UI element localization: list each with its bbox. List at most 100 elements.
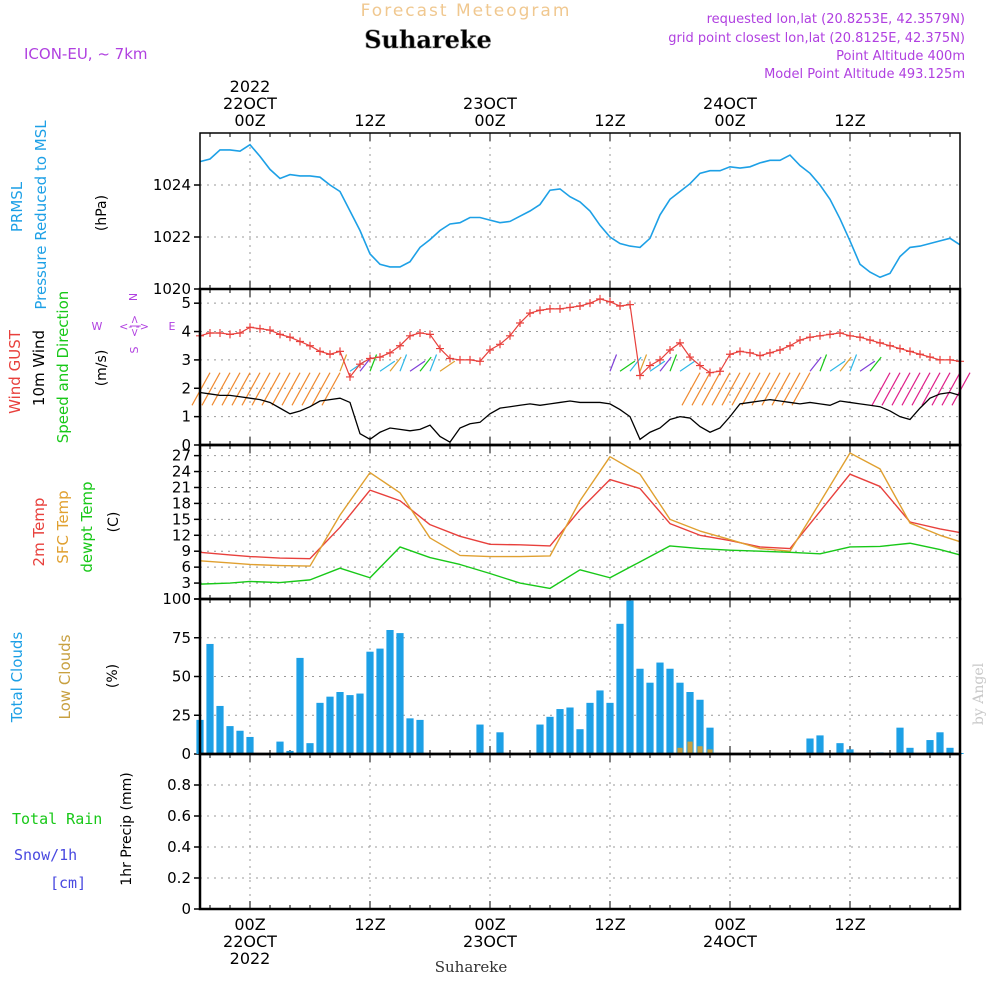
bottom-time-label: 12Z — [834, 915, 865, 934]
total-cloud-bar — [366, 651, 374, 754]
gust-marker — [746, 348, 754, 357]
top-time-label: 00Z — [714, 111, 745, 130]
y-tick-label: 75 — [172, 629, 191, 647]
gust-marker — [666, 345, 674, 354]
wind-direction-arrow — [751, 372, 771, 406]
gust-marker — [236, 328, 244, 337]
gust-marker — [946, 355, 954, 364]
gust-marker — [616, 302, 624, 311]
bottom-time-label: 12Z — [594, 915, 625, 934]
wind-direction-arrow — [869, 356, 882, 372]
temp-2m-line — [199, 473, 961, 560]
gust-marker — [826, 330, 834, 339]
y-tick-label: 0.8 — [167, 776, 191, 794]
wind-direction-arrow — [241, 372, 261, 406]
snow-label: Snow/1h — [14, 846, 77, 864]
y-tick-label: 18 — [172, 494, 191, 512]
gust-marker — [346, 372, 354, 381]
panels: 1020102210240123450369121518212427025507… — [153, 132, 971, 918]
gust-marker — [226, 330, 234, 339]
gust-marker — [316, 347, 324, 356]
total-cloud-bar — [306, 743, 314, 754]
total-cloud-bar — [606, 702, 614, 754]
gust-marker — [406, 331, 414, 340]
wind-direction-arrow — [849, 354, 858, 372]
speed-direction-label: Speed and Direction — [54, 291, 72, 444]
gust-marker — [396, 341, 404, 350]
wind-direction-arrow — [281, 372, 301, 406]
wind-direction-arrow — [619, 360, 636, 372]
total-cloud-bar — [616, 623, 624, 754]
gust-marker — [856, 333, 864, 342]
gust-marker — [246, 323, 254, 332]
y-tick-label: 1022 — [153, 228, 191, 246]
total-cloud-bar — [286, 750, 294, 754]
sfc-temp-line — [199, 452, 961, 567]
gust-marker — [336, 347, 344, 356]
total-cloud-bar — [686, 692, 694, 754]
gust-marker — [426, 330, 434, 339]
y-tick-label: 21 — [172, 478, 191, 496]
ms-unit-label: (m/s) — [94, 350, 110, 387]
requested-coords: requested lon,lat (20.8253E, 42.3579N) — [707, 12, 965, 27]
y-tick-label: 3 — [181, 351, 191, 369]
y-tick-label: 25 — [172, 706, 191, 724]
snow-unit-label: [cm] — [50, 874, 86, 892]
compass-legend: W E <- -> N S <|> — [92, 293, 176, 354]
wind-direction-arrow — [911, 372, 931, 406]
compass-arrow-v: <|> — [128, 315, 141, 337]
wind-direction-arrow — [231, 372, 251, 406]
wind-direction-arrow — [819, 354, 828, 372]
total-cloud-bar — [696, 699, 704, 754]
y-tick-label: 0 — [181, 745, 191, 763]
total-cloud-bar — [296, 657, 304, 754]
sfc-temp-label: SFC Temp — [54, 490, 72, 563]
y-tick-label: 100 — [162, 590, 191, 608]
wind-direction-arrow — [941, 372, 961, 406]
gust-marker — [606, 297, 614, 306]
wind-direction-arrow — [291, 372, 311, 406]
gust-marker — [386, 348, 394, 357]
y-tick-label: 0.4 — [167, 838, 191, 856]
bottom-time-label: 24OCT — [703, 932, 757, 951]
total-cloud-bar — [636, 668, 644, 754]
gust-marker — [906, 347, 914, 356]
gust-marker — [706, 368, 714, 377]
gust-marker — [206, 328, 214, 337]
wind-direction-arrow — [781, 372, 801, 406]
wind-direction-arrow — [429, 354, 438, 372]
wind-direction-arrow — [201, 372, 221, 406]
gust-marker — [436, 344, 444, 353]
gust-marker — [676, 338, 684, 347]
total-cloud-bar — [626, 600, 634, 754]
gust-marker — [936, 355, 944, 364]
footer-location: Suhareke — [435, 958, 508, 976]
gust-marker — [736, 347, 744, 356]
wind-direction-arrow — [809, 356, 822, 372]
wind-direction-arrow — [881, 372, 901, 406]
total-cloud-bar — [206, 643, 214, 754]
gust-marker — [836, 328, 844, 337]
gust-marker — [216, 328, 224, 337]
panel-frame — [199, 132, 961, 290]
gust-marker — [586, 299, 594, 308]
total-cloud-bar — [316, 702, 324, 754]
total-cloud-bar — [646, 682, 654, 754]
wind-direction-arrow — [399, 354, 408, 372]
wind10m-line — [199, 391, 961, 444]
total-cloud-bar — [276, 741, 284, 754]
panel-frame — [198, 287, 962, 447]
y-tick-label: 9 — [181, 542, 191, 560]
total-cloud-bar — [896, 727, 904, 754]
total-cloud-bar — [576, 729, 584, 754]
dewpt-temp-label: dewpt Temp — [78, 481, 96, 572]
total-cloud-bar — [356, 693, 364, 754]
bottom-time-label: 23OCT — [463, 932, 517, 951]
prmsl-label: PRMSL — [8, 181, 26, 232]
gust-marker — [846, 331, 854, 340]
compass-north: N — [127, 293, 140, 301]
wind-direction-arrow — [251, 372, 271, 406]
total-cloud-bar — [706, 727, 714, 754]
gust-marker — [596, 294, 604, 303]
total-cloud-bar — [396, 633, 404, 754]
